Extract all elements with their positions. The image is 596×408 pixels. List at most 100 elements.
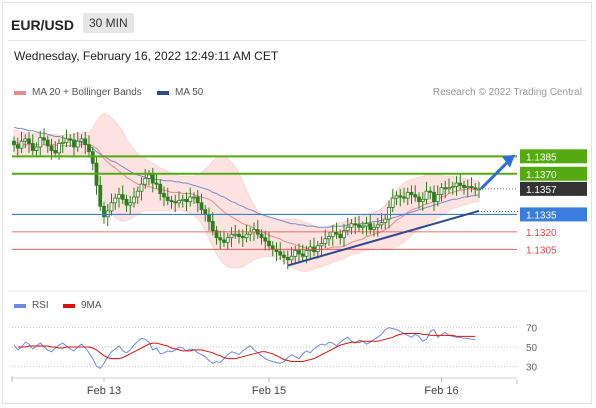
rsi-tick-label: 50 <box>526 343 538 354</box>
candle-body <box>304 250 309 257</box>
candle-body <box>98 184 103 207</box>
candle-body <box>405 191 410 199</box>
candle-body <box>469 186 474 189</box>
candle-body <box>229 233 234 239</box>
candle-body <box>413 194 418 198</box>
candle-body <box>120 194 125 200</box>
candle-body <box>473 187 478 190</box>
instrument-symbol: EUR/USD <box>11 17 75 33</box>
candle-body <box>30 143 35 151</box>
candle-body <box>199 202 204 211</box>
candle-body <box>417 196 421 203</box>
candle-body <box>173 201 178 204</box>
candle-body <box>180 198 185 201</box>
candle-body <box>338 233 343 239</box>
candle-body <box>315 245 320 253</box>
timeframe-badge[interactable]: 30 MIN <box>83 13 134 33</box>
candle-body <box>45 139 50 147</box>
candle-body <box>372 226 376 230</box>
legend-9ma-label: 9MA <box>81 300 102 311</box>
candle-body <box>83 138 88 146</box>
candle-body <box>357 224 361 228</box>
rsi-swatch <box>14 303 26 308</box>
candle-body <box>210 221 215 232</box>
level-label-bg <box>520 149 587 164</box>
candle-body <box>428 190 433 193</box>
candle-body <box>154 182 159 185</box>
candle-body <box>222 239 226 243</box>
candle-body <box>432 191 436 203</box>
candle-body <box>240 236 245 239</box>
candle-body <box>387 207 391 220</box>
candle-body <box>465 186 470 189</box>
candle-body <box>443 187 448 190</box>
candle-body <box>147 174 151 179</box>
candle-body <box>349 223 354 228</box>
candle-body <box>259 233 264 239</box>
last-price-bg <box>520 181 587 196</box>
candle-body <box>195 196 200 204</box>
candle-body <box>282 254 286 258</box>
candle-body <box>364 223 369 227</box>
candle-body <box>64 138 69 143</box>
level-label: 1.1370 <box>526 170 557 181</box>
candle-body <box>439 187 444 196</box>
candle-body <box>139 183 144 192</box>
support-trendline <box>287 209 480 267</box>
candle-body <box>113 197 118 204</box>
candle-body <box>368 223 373 230</box>
candle-body <box>203 209 208 215</box>
candle-body <box>124 198 129 206</box>
candle-body <box>458 182 463 186</box>
candle-body <box>218 237 223 241</box>
candle-body <box>158 183 163 194</box>
candle-body <box>38 137 43 148</box>
candle-body <box>34 146 39 151</box>
forecast-arrow-head <box>502 154 515 168</box>
ma20-swatch <box>14 90 26 95</box>
candle-body <box>330 231 335 237</box>
candle-body <box>435 194 440 203</box>
candle-body <box>300 253 305 257</box>
candle-body <box>267 240 271 247</box>
candle-body <box>214 230 219 239</box>
rsi-tick-label: 30 <box>526 362 538 373</box>
candle-body <box>68 138 73 141</box>
candle-body <box>90 151 95 164</box>
x-tick-label: Feb 13 <box>87 385 121 397</box>
candle-body <box>87 144 91 153</box>
legend-ma50: MA 50 <box>157 87 203 98</box>
candle-body <box>27 138 31 144</box>
level-label: 1.1335 <box>526 210 557 221</box>
chart-datetime: Wednesday, February 16, 2022 12:49:11 AM… <box>14 49 279 63</box>
candle-body <box>327 236 331 240</box>
candle-body <box>297 250 301 255</box>
candle-body <box>188 196 193 203</box>
candle-body <box>19 140 24 149</box>
legend-rsi-label: RSI <box>32 300 49 311</box>
level-label: 1.1385 <box>526 152 557 163</box>
candle-body <box>447 187 451 190</box>
candle-body <box>49 145 54 151</box>
nine-ma-swatch <box>63 303 75 308</box>
level-label: 1.1305 <box>526 245 557 256</box>
candle-body <box>289 255 294 261</box>
candle-body <box>345 226 350 232</box>
candle-body <box>383 218 388 223</box>
candle-body <box>342 230 346 239</box>
candle-body <box>424 190 429 200</box>
candle-body <box>263 237 268 242</box>
research-credit: Research © 2022 Trading Central <box>432 87 582 98</box>
candle-body <box>225 237 230 243</box>
candle-body <box>165 196 170 201</box>
candle-body <box>390 197 395 208</box>
candle-body <box>394 195 399 199</box>
rsi-line <box>13 327 476 369</box>
candle-body <box>117 194 121 199</box>
ma50-line <box>13 126 480 228</box>
candle-body <box>450 186 455 189</box>
candle-body <box>72 139 76 148</box>
candle-body <box>293 250 298 257</box>
candle-body <box>60 141 65 144</box>
candle-body <box>409 191 414 196</box>
